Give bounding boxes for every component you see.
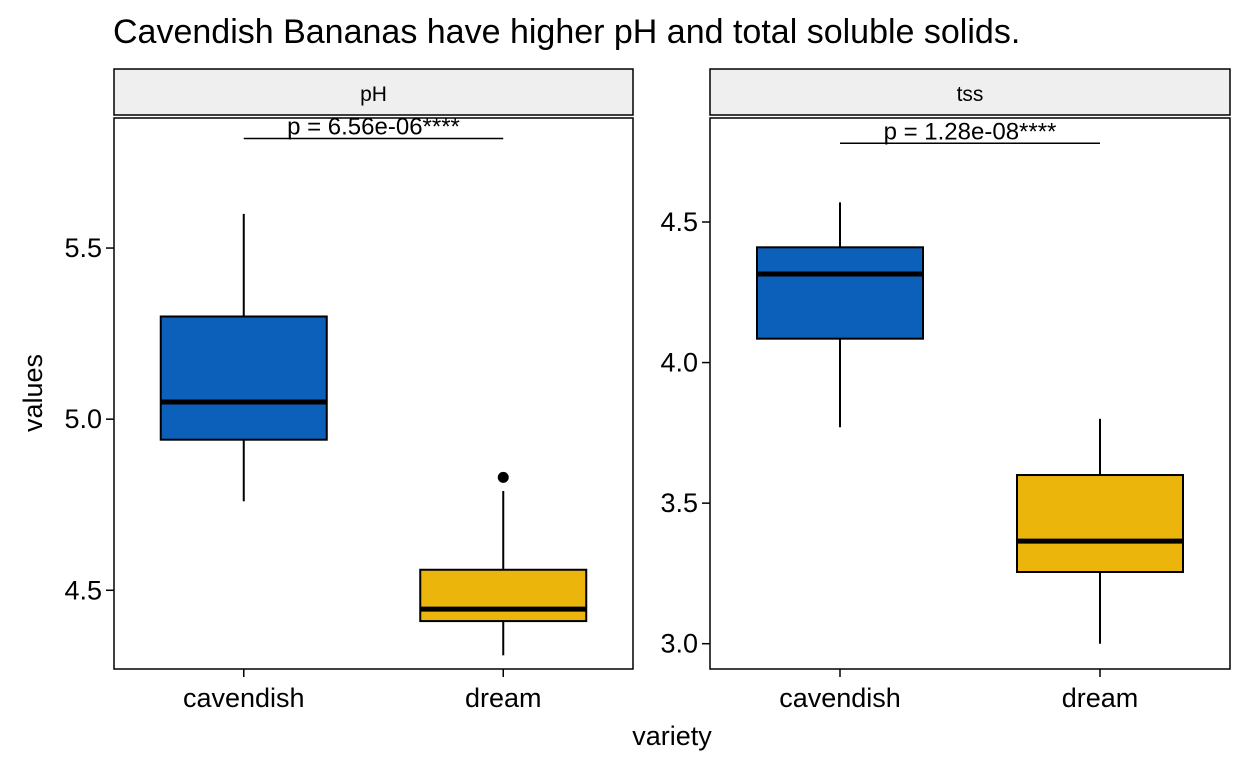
y-tick-label: 4.0 (660, 348, 698, 378)
box-iqr (1016, 474, 1184, 574)
y-tick-label: 3.0 (660, 629, 698, 659)
panel-border (709, 117, 1231, 670)
pvalue-label: p = 1.28e-08**** (884, 118, 1057, 145)
box-cavendish (159, 213, 328, 502)
x-tick-label: cavendish (183, 683, 305, 713)
facet-strip-label: pH (360, 83, 387, 106)
x-axis-label: variety (632, 721, 712, 751)
panel-border (113, 117, 634, 670)
box-iqr (756, 246, 924, 340)
box-cavendish (756, 202, 924, 428)
facet-pH: pH 4.5 5.0 5.5 cavendish dream p = 6.56e-06***… (64, 68, 634, 713)
box-dream (1016, 418, 1184, 644)
facet-strip (709, 68, 1231, 116)
y-tick-label: 3.5 (660, 488, 698, 518)
y-tick-label: 4.5 (660, 207, 698, 237)
x-tick-label: dream (1062, 683, 1139, 713)
box-iqr (159, 315, 328, 441)
facet-strip (113, 68, 634, 116)
y-tick-label: 4.5 (64, 575, 102, 605)
pvalue-label: p = 6.56e-06**** (287, 114, 460, 141)
facet-tss: tss 3.0 3.5 4.0 4.5 cavendish dream p = 1.28e-0… (660, 68, 1231, 713)
outlier-point (497, 471, 509, 483)
y-tick-label: 5.0 (64, 404, 102, 434)
y-axis-label: values (18, 354, 48, 432)
y-tick-label: 5.5 (64, 233, 102, 263)
chart-title: Cavendish Bananas have higher pH and tot… (113, 13, 1020, 51)
box-dream (419, 471, 588, 656)
facets: pH 4.5 5.0 5.5 cavendish dream p = 6.56e-06***… (64, 68, 1231, 713)
box-iqr (419, 568, 588, 623)
facet-strip-label: tss (957, 83, 984, 106)
x-tick-label: cavendish (779, 683, 901, 713)
x-tick-label: dream (465, 683, 542, 713)
